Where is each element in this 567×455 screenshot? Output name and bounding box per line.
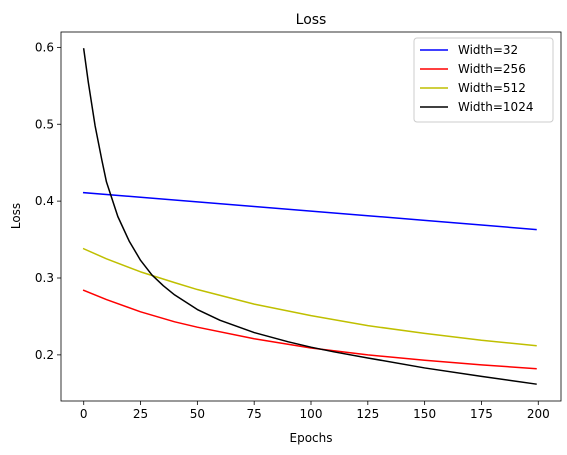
- y-tick-label: 0.2: [35, 348, 54, 362]
- x-tick-label: 150: [413, 407, 436, 421]
- x-tick-label: 50: [190, 407, 205, 421]
- legend-label-0: Width=32: [458, 43, 518, 57]
- y-tick-label: 0.4: [35, 194, 54, 208]
- x-tick-label: 125: [356, 407, 379, 421]
- chart-title: Loss: [296, 12, 327, 28]
- legend-label-1: Width=256: [458, 62, 526, 76]
- y-tick-label: 0.5: [35, 117, 54, 131]
- legend-label-2: Width=512: [458, 81, 526, 95]
- x-tick-label: 0: [80, 407, 88, 421]
- x-axis: 0 25 50 75 100 125 150 175 200: [80, 401, 550, 421]
- plot-series: [82, 48, 537, 385]
- y-axis: 0.2 0.3 0.4 0.5 0.6: [35, 40, 61, 362]
- series-line-3: [82, 48, 537, 385]
- series-line-1: [82, 289, 537, 370]
- series-line-0: [82, 191, 537, 231]
- legend-label-3: Width=1024: [458, 100, 533, 114]
- x-tick-label: 75: [247, 407, 262, 421]
- legend-box: [413, 37, 554, 123]
- y-tick-label: 0.3: [35, 271, 54, 285]
- x-tick-label: 175: [470, 407, 493, 421]
- x-tick-label: 100: [300, 407, 323, 421]
- y-tick-label: 0.6: [35, 40, 54, 54]
- x-tick-label: 25: [133, 407, 148, 421]
- legend: Width=32 Width=256 Width=512 Width=1024: [413, 37, 554, 123]
- y-axis-label: Loss: [9, 203, 23, 229]
- x-tick-label: 200: [527, 407, 550, 421]
- x-axis-label: Epochs: [290, 431, 333, 445]
- series-line-2: [82, 247, 537, 347]
